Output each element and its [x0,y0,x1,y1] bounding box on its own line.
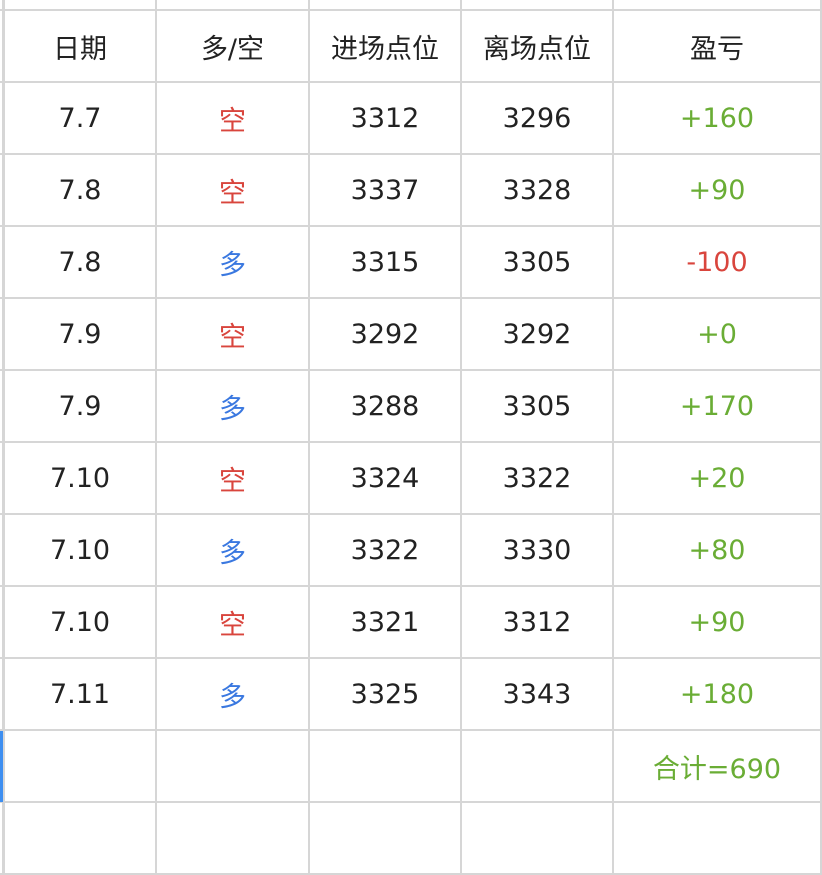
cell-side[interactable]: 多 [219,537,246,569]
total-cell[interactable]: 合计=690 [652,753,782,785]
grid-column-line [820,0,822,874]
cell-pnl[interactable]: +80 [688,534,746,566]
empty-cell[interactable] [156,730,309,802]
cell-date[interactable]: 7.10 [49,462,111,494]
cell-side[interactable]: 多 [219,393,246,425]
cell-side[interactable]: 多 [219,681,246,713]
empty-cell[interactable] [4,802,156,874]
cell-pnl[interactable]: +160 [679,102,755,134]
cell-entry[interactable]: 3292 [350,318,420,350]
cell-entry[interactable]: 3288 [350,390,420,422]
grid-row-line [0,81,822,83]
header-exit[interactable]: 离场点位 [483,33,591,65]
header-entry[interactable]: 进场点位 [331,33,439,65]
cell-pnl[interactable]: +90 [688,174,746,206]
grid-row-line [0,153,822,155]
cell-date[interactable]: 7.10 [49,606,111,638]
header-date[interactable]: 日期 [53,33,107,65]
cell-pnl[interactable]: +90 [688,606,746,638]
cell-exit[interactable]: 3328 [502,174,572,206]
grid-column-line [155,0,157,874]
active-row-indicator [0,731,3,802]
header-side[interactable]: 多/空 [200,33,265,65]
cell-date[interactable]: 7.10 [49,534,111,566]
header-pnl[interactable]: 盈亏 [690,33,744,65]
grid-column-line [612,0,614,874]
cell-exit[interactable]: 3305 [502,246,572,278]
grid-row-line [0,657,822,659]
empty-cell[interactable] [461,730,613,802]
empty-cell[interactable] [4,730,156,802]
cell-pnl[interactable]: +0 [697,318,737,350]
cell-side[interactable]: 空 [219,177,246,209]
cell-date[interactable]: 7.9 [58,390,102,422]
cell-exit[interactable]: 3292 [502,318,572,350]
grid-row-line [0,297,822,299]
cell-exit[interactable]: 3343 [502,678,572,710]
cell-exit[interactable]: 3322 [502,462,572,494]
grid-row-line [0,441,822,443]
cell-exit[interactable]: 3296 [502,102,572,134]
cell-entry[interactable]: 3337 [350,174,420,206]
cell-side[interactable]: 空 [219,609,246,641]
cell-entry[interactable]: 3324 [350,462,420,494]
cell-entry[interactable]: 3321 [350,606,420,638]
grid-column-line [460,0,462,874]
cell-entry[interactable]: 3322 [350,534,420,566]
cell-date[interactable]: 7.11 [49,678,111,710]
cell-pnl[interactable]: +170 [679,390,755,422]
cell-side[interactable]: 空 [219,465,246,497]
grid-row-line [0,801,822,803]
cell-pnl[interactable]: +180 [679,678,755,710]
empty-cell[interactable] [461,802,613,874]
grid-column-line [3,0,5,874]
grid-column-line [308,0,310,874]
cell-side[interactable]: 空 [219,321,246,353]
cell-date[interactable]: 7.9 [58,318,102,350]
grid-row-line [0,225,822,227]
cell-pnl[interactable]: +20 [688,462,746,494]
grid-row-line [0,9,822,11]
cell-pnl[interactable]: -100 [686,246,748,278]
grid-row-line [0,513,822,515]
cell-entry[interactable]: 3315 [350,246,420,278]
cell-entry[interactable]: 3312 [350,102,420,134]
empty-cell[interactable] [613,802,821,874]
empty-cell[interactable] [156,802,309,874]
grid-row-line [0,585,822,587]
empty-cell[interactable] [309,802,461,874]
grid-row-line [0,369,822,371]
cell-exit[interactable]: 3330 [502,534,572,566]
cell-date[interactable]: 7.8 [58,246,102,278]
grid-row-line [0,729,822,731]
cell-exit[interactable]: 3305 [502,390,572,422]
grid-column-line [2,0,4,874]
cell-date[interactable]: 7.8 [58,174,102,206]
cell-side[interactable]: 多 [219,249,246,281]
cell-exit[interactable]: 3312 [502,606,572,638]
empty-cell[interactable] [309,730,461,802]
cell-side[interactable]: 空 [219,105,246,137]
cell-entry[interactable]: 3325 [350,678,420,710]
cell-date[interactable]: 7.7 [58,102,102,134]
